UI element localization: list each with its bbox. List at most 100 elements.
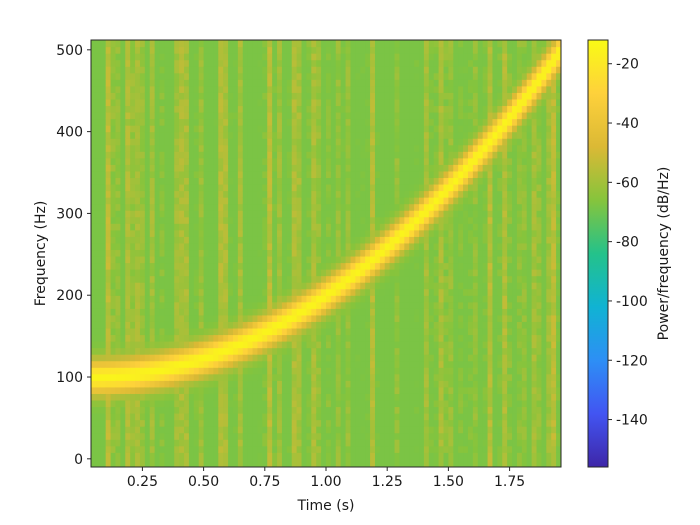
heatmap-cell	[438, 40, 445, 48]
heatmap-cell	[223, 66, 229, 74]
heatmap-cell	[257, 393, 263, 401]
heatmap-cell	[125, 373, 131, 381]
heatmap-cell	[105, 105, 112, 113]
heatmap-cell	[443, 288, 449, 296]
heatmap-cell	[433, 386, 440, 394]
heatmap-cell	[370, 236, 376, 244]
heatmap-cell	[394, 249, 401, 257]
heatmap-cell	[316, 334, 322, 342]
heatmap-cell	[159, 229, 166, 237]
heatmap-cell	[154, 373, 161, 381]
heatmap-cell	[326, 373, 332, 381]
heatmap-cell	[184, 105, 190, 113]
heatmap-cell	[252, 85, 259, 93]
heatmap-cell	[360, 452, 366, 467]
heatmap-cell	[237, 197, 244, 205]
heatmap-cell	[345, 98, 352, 107]
heatmap-cell	[262, 452, 268, 467]
heatmap-cell	[291, 419, 298, 427]
heatmap-cell	[95, 144, 102, 152]
heatmap-cell	[321, 131, 327, 139]
heatmap-cell	[237, 210, 244, 218]
heatmap-cell	[203, 295, 210, 303]
heatmap-cell	[316, 131, 322, 139]
heatmap-cell	[130, 111, 136, 120]
heatmap-cell	[423, 282, 430, 290]
heatmap-cell	[100, 334, 107, 342]
heatmap-cell	[164, 386, 170, 394]
heatmap-cell	[433, 445, 440, 453]
heatmap-cell	[321, 426, 327, 434]
heatmap-cell	[95, 334, 102, 342]
heatmap-cell	[159, 197, 166, 205]
heatmap-cell	[330, 406, 337, 414]
heatmap-cell	[409, 334, 415, 342]
heatmap-cell	[291, 334, 298, 342]
heatmap-cell	[399, 164, 405, 172]
heatmap-cell	[365, 157, 371, 165]
heatmap-cell	[404, 439, 410, 447]
heatmap-cell	[277, 406, 283, 414]
heatmap-cell	[365, 445, 371, 453]
heatmap-cell	[428, 66, 435, 74]
heatmap-cell	[399, 439, 405, 447]
heatmap-cell	[306, 118, 312, 126]
heatmap-cell	[291, 85, 298, 93]
heatmap-cell	[174, 125, 180, 133]
heatmap-cell	[252, 439, 259, 447]
heatmap-cell	[184, 413, 190, 421]
heatmap-cell	[237, 85, 244, 93]
heatmap-cell	[105, 282, 112, 290]
heatmap-cell	[463, 327, 469, 336]
heatmap-cell	[463, 399, 469, 408]
heatmap-cell	[188, 288, 195, 296]
heatmap-cell	[198, 432, 205, 440]
heatmap-cell	[272, 125, 278, 133]
heatmap-cell	[350, 164, 356, 172]
heatmap-cell	[223, 79, 229, 87]
heatmap-cell	[115, 111, 121, 120]
heatmap-cell	[228, 125, 234, 133]
heatmap-cell	[193, 249, 200, 257]
heatmap-cell	[365, 40, 371, 48]
heatmap-cell	[399, 223, 405, 231]
heatmap-cell	[340, 131, 347, 139]
heatmap-cell	[316, 105, 322, 113]
heatmap-cell	[448, 190, 454, 198]
heatmap-cell	[321, 249, 327, 257]
heatmap-cell	[394, 399, 401, 408]
heatmap-cell	[321, 386, 327, 394]
heatmap-cell	[355, 445, 361, 453]
heatmap-cell	[184, 229, 190, 237]
heatmap-cell	[164, 282, 170, 290]
heatmap-cell	[330, 347, 337, 355]
heatmap-cell	[184, 327, 190, 336]
heatmap-cell	[179, 426, 185, 434]
heatmap-cell	[262, 98, 268, 107]
heatmap-cell	[335, 72, 342, 80]
heatmap-cell	[120, 360, 126, 368]
heatmap-cell	[272, 190, 278, 198]
heatmap-cell	[428, 164, 435, 172]
heatmap-cell	[394, 426, 401, 434]
heatmap-cell	[301, 413, 308, 421]
heatmap-cell	[193, 373, 200, 381]
heatmap-cell	[267, 203, 273, 211]
heatmap-cell	[296, 439, 303, 447]
heatmap-cell	[91, 111, 97, 120]
heatmap-cell	[326, 59, 332, 67]
heatmap-cell	[144, 118, 151, 126]
heatmap-cell	[242, 282, 249, 290]
heatmap-cell	[301, 419, 308, 427]
heatmap-cell	[237, 183, 244, 192]
heatmap-cell	[448, 85, 454, 93]
heatmap-cell	[125, 445, 131, 453]
heatmap-cell	[115, 262, 121, 270]
heatmap-cell	[365, 314, 371, 322]
heatmap-cell	[139, 406, 146, 414]
heatmap-cell	[247, 125, 254, 133]
heatmap-cell	[242, 53, 249, 61]
heatmap-cell	[326, 439, 332, 447]
heatmap-cell	[135, 275, 141, 283]
heatmap-cell	[198, 118, 205, 126]
